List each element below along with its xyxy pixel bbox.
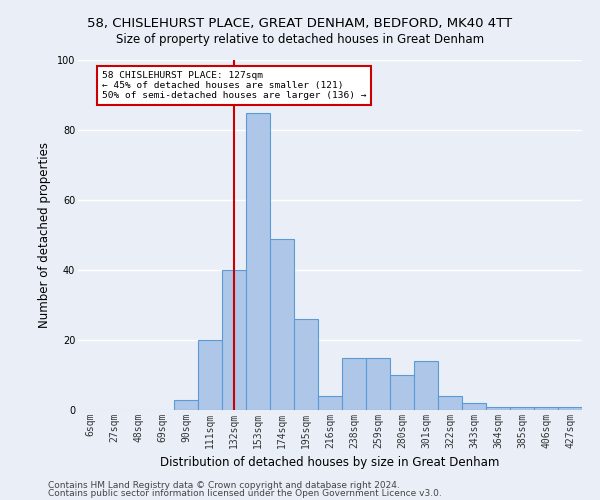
Bar xyxy=(390,375,414,410)
Bar xyxy=(198,340,222,410)
Bar xyxy=(534,406,558,410)
Bar xyxy=(294,319,318,410)
X-axis label: Distribution of detached houses by size in Great Denham: Distribution of detached houses by size … xyxy=(160,456,500,469)
Bar xyxy=(270,238,294,410)
Bar xyxy=(174,400,198,410)
Y-axis label: Number of detached properties: Number of detached properties xyxy=(38,142,51,328)
Bar xyxy=(246,112,270,410)
Bar xyxy=(342,358,366,410)
Text: 58, CHISLEHURST PLACE, GREAT DENHAM, BEDFORD, MK40 4TT: 58, CHISLEHURST PLACE, GREAT DENHAM, BED… xyxy=(88,18,512,30)
Text: Contains HM Land Registry data © Crown copyright and database right 2024.: Contains HM Land Registry data © Crown c… xyxy=(48,480,400,490)
Text: Contains public sector information licensed under the Open Government Licence v3: Contains public sector information licen… xyxy=(48,489,442,498)
Bar xyxy=(486,406,510,410)
Bar xyxy=(318,396,342,410)
Text: Size of property relative to detached houses in Great Denham: Size of property relative to detached ho… xyxy=(116,32,484,46)
Bar xyxy=(462,403,486,410)
Bar xyxy=(222,270,246,410)
Bar xyxy=(414,361,438,410)
Bar xyxy=(558,406,582,410)
Bar xyxy=(366,358,390,410)
Bar xyxy=(438,396,462,410)
Bar xyxy=(510,406,534,410)
Text: 58 CHISLEHURST PLACE: 127sqm
← 45% of detached houses are smaller (121)
50% of s: 58 CHISLEHURST PLACE: 127sqm ← 45% of de… xyxy=(102,70,367,101)
